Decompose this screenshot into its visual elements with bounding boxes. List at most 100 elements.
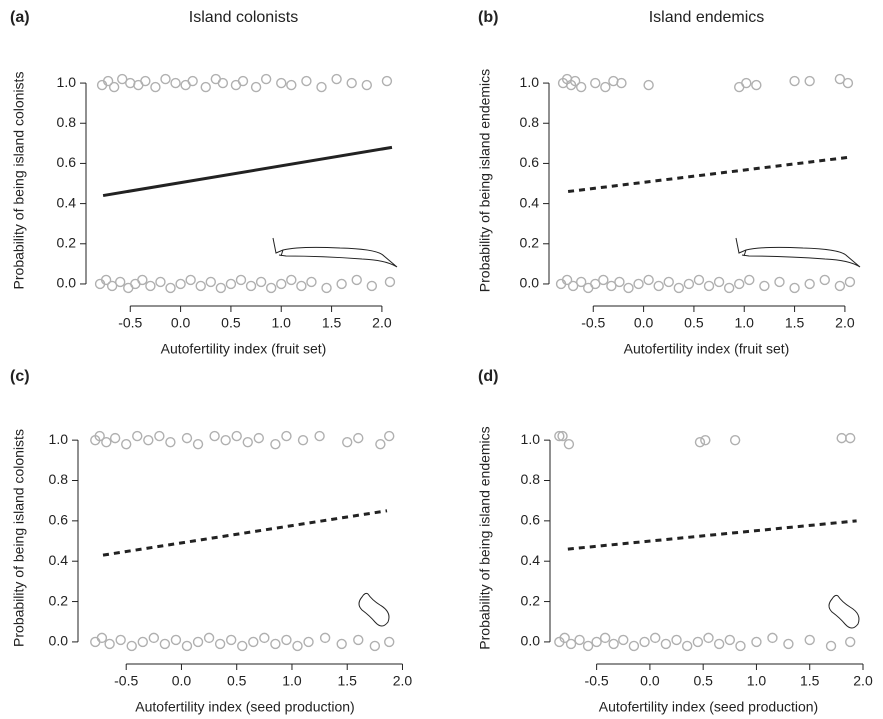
point [767,632,778,644]
point [663,276,674,288]
y-tick-label: 0.6 [57,154,77,170]
seed-drawing [828,594,860,629]
x-tick-label: 0.0 [171,315,191,331]
point [623,282,634,294]
fit-line [567,155,849,194]
point [834,280,846,292]
point [671,634,682,646]
point [600,81,611,93]
y-tick-label: 0.6 [49,512,69,528]
point [660,638,672,650]
point [260,73,272,85]
point [292,640,303,652]
point [319,632,331,644]
point [101,436,112,448]
y-tick-label: 0.0 [520,275,540,291]
point [215,282,227,294]
fit-line [567,519,857,551]
point [154,430,165,442]
point [205,276,216,288]
y-tick-label: 1.0 [521,431,541,447]
point [195,280,206,292]
x-tick-label: 0.5 [227,673,247,689]
point [276,77,287,89]
point [804,278,815,290]
point [165,436,176,448]
point [375,438,386,450]
x-tick-label: 1.5 [322,315,342,331]
y-tick-label: 0.8 [521,471,541,487]
point [342,436,353,448]
point [137,636,148,648]
y-axis-label: Probability of being island endemics [477,426,493,649]
point [106,280,118,292]
y-tick-label: 0.0 [57,275,77,291]
point [231,430,242,442]
point [90,636,101,648]
x-tick-label: 0.0 [634,315,654,331]
point [575,276,587,288]
point [336,278,347,290]
point [237,640,248,652]
point [591,636,602,648]
panel-label: (a) [10,9,30,26]
point [150,81,161,93]
point [569,75,581,87]
point [633,278,644,290]
point [209,430,220,442]
x-tick-label: 1.0 [747,673,767,689]
point [237,75,249,87]
x-tick-label: 2.0 [372,315,392,331]
point [200,81,211,93]
point [286,274,297,286]
point [384,276,396,288]
y-tick-label: 0.4 [521,552,541,568]
point [693,274,705,286]
y-axis-label: Probability of being island endemics [477,69,493,292]
y-axis-label: Probability of being island colonists [11,72,27,290]
point [303,636,314,648]
x-tick-label: 1.5 [800,673,820,689]
point [590,77,601,89]
point [170,77,181,89]
y-tick-label: 1.0 [49,431,69,447]
point [653,280,664,292]
point [590,278,601,290]
point [225,634,237,646]
point [844,276,856,288]
point [713,638,725,650]
y-tick-label: 0.0 [49,633,69,649]
point [255,276,267,288]
point [845,432,856,444]
fit-line [102,145,393,198]
panel-title: Island colonists [189,9,298,26]
point [140,75,151,87]
point [181,432,193,444]
x-tick-label: -0.5 [118,315,142,331]
point [286,79,297,91]
point [155,276,166,288]
x-axis-label: Autofertility index (seed production) [135,699,354,715]
seed-pod-drawing [735,237,861,268]
point [681,640,693,652]
point [599,632,611,644]
y-tick-label: 0.2 [57,234,77,250]
point [751,79,762,91]
x-axis-label: Autofertility index (fruit set) [624,341,790,357]
point [694,436,706,448]
point [734,278,745,290]
point [187,75,198,87]
point [314,430,325,442]
point [618,634,629,646]
point [713,276,725,288]
point [628,640,640,652]
point [825,640,837,652]
y-tick-label: 0.8 [520,114,540,130]
point [650,632,661,644]
y-tick-label: 0.8 [49,471,69,487]
point [575,81,587,93]
x-tick-label: 1.0 [272,315,292,331]
point [384,636,395,648]
point [192,438,204,450]
